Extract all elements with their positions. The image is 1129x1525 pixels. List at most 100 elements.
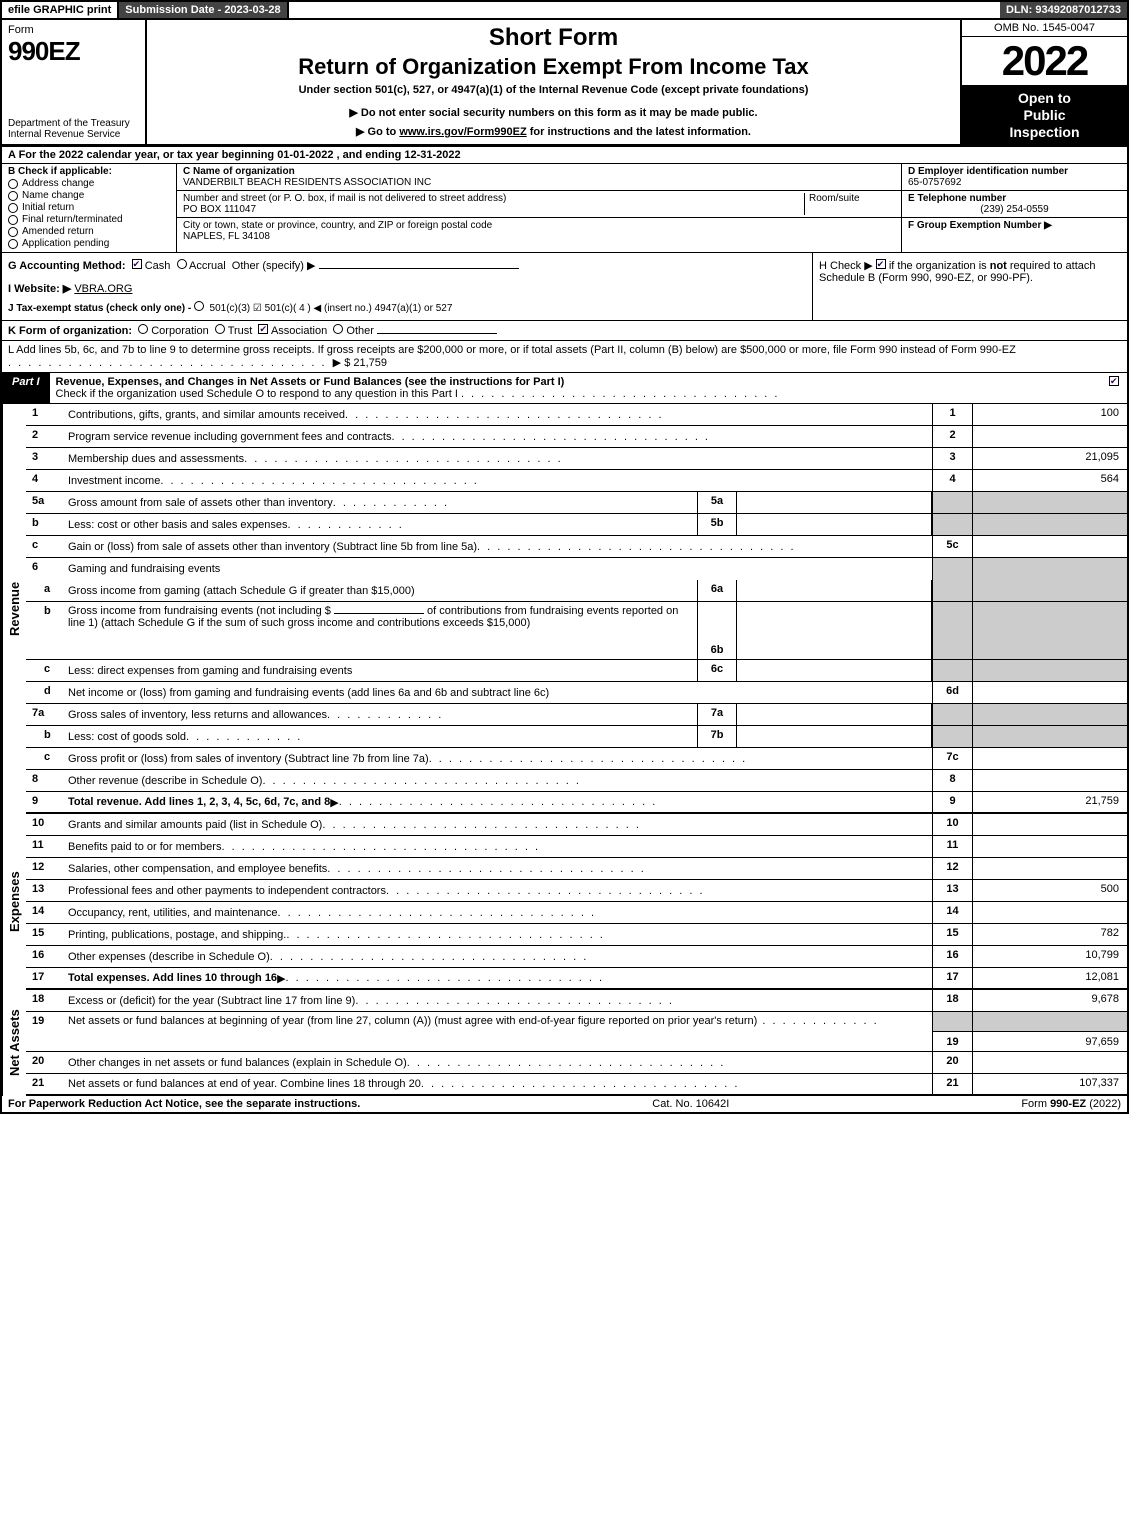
- header-right: OMB No. 1545-0047 2022 Open to Public In…: [962, 20, 1127, 144]
- city-label: City or town, state or province, country…: [183, 220, 895, 231]
- cb-application-pending[interactable]: [8, 239, 18, 249]
- goto-suffix: for instructions and the latest informat…: [527, 126, 751, 138]
- form-number: 990EZ: [8, 36, 139, 67]
- footer-right: Form 990-EZ (2022): [1021, 1098, 1121, 1110]
- g-other-input[interactable]: [319, 268, 519, 269]
- footer-catno: Cat. No. 10642I: [652, 1098, 729, 1110]
- line-14: 14 Occupancy, rent, utilities, and maint…: [26, 902, 1127, 924]
- return-title: Return of Organization Exempt From Incom…: [157, 54, 950, 80]
- goto-prefix: ▶ Go to: [356, 126, 399, 138]
- j-label: J Tax-exempt status (check only one) -: [8, 303, 194, 314]
- d-ein-label: D Employer identification number: [908, 166, 1121, 177]
- footer-left: For Paperwork Reduction Act Notice, see …: [8, 1098, 360, 1110]
- short-form-title: Short Form: [157, 24, 950, 52]
- j-options: 501(c)(3) ☑ 501(c)( 4 ) ◀ (insert no.) 4…: [210, 303, 453, 314]
- k-label: K Form of organization:: [8, 325, 132, 337]
- line-5c: c Gain or (loss) from sale of assets oth…: [26, 536, 1127, 558]
- omb-number: OMB No. 1545-0047: [962, 20, 1127, 37]
- row-k-form-org: K Form of organization: Corporation Trus…: [0, 321, 1129, 341]
- line-17: 17 Total expenses. Add lines 10 through …: [26, 968, 1127, 990]
- cb-schedule-b[interactable]: [876, 259, 886, 269]
- line-7a: 7a Gross sales of inventory, less return…: [26, 704, 1127, 726]
- revenue-section: Revenue 1 Contributions, gifts, grants, …: [0, 404, 1129, 814]
- block-bcdef: B Check if applicable: Address change Na…: [0, 164, 1129, 253]
- cb-accrual[interactable]: [177, 259, 187, 269]
- line-16: 16 Other expenses (describe in Schedule …: [26, 946, 1127, 968]
- line-21: 21 Net assets or fund balances at end of…: [26, 1074, 1127, 1096]
- section-501-text: Under section 501(c), 527, or 4947(a)(1)…: [157, 84, 950, 96]
- irs-label: Internal Revenue Service: [8, 129, 139, 140]
- line-13: 13 Professional fees and other payments …: [26, 880, 1127, 902]
- tax-year: 2022: [962, 37, 1127, 86]
- street-label: Number and street (or P. O. box, if mail…: [183, 193, 800, 204]
- block-gh: G Accounting Method: Cash Accrual Other …: [0, 253, 1129, 321]
- col-c-org-info: C Name of organization VANDERBILT BEACH …: [177, 164, 902, 252]
- part-1-title: Revenue, Expenses, and Changes in Net As…: [50, 373, 1101, 403]
- goto-line: ▶ Go to www.irs.gov/Form990EZ for instru…: [157, 125, 950, 138]
- netassets-vlabel: Net Assets: [2, 990, 26, 1096]
- cb-501c3[interactable]: [194, 301, 204, 311]
- part-1-check: [1101, 373, 1127, 403]
- row-a-tax-year: A For the 2022 calendar year, or tax yea…: [0, 147, 1129, 164]
- dept-treasury: Department of the Treasury: [8, 118, 139, 129]
- line-10: 10 Grants and similar amounts paid (list…: [26, 814, 1127, 836]
- l-amount: ▶ $ 21,759: [333, 357, 387, 369]
- col-b-checkboxes: B Check if applicable: Address change Na…: [2, 164, 177, 252]
- line-8: 8 Other revenue (describe in Schedule O)…: [26, 770, 1127, 792]
- line-6b: b Gross income from fundraising events (…: [26, 602, 1127, 660]
- page-footer: For Paperwork Reduction Act Notice, see …: [0, 1096, 1129, 1114]
- col-def: D Employer identification number 65-0757…: [902, 164, 1127, 252]
- cb-initial-return[interactable]: [8, 203, 18, 213]
- form-header: Form 990EZ Department of the Treasury In…: [0, 18, 1129, 147]
- expenses-vlabel: Expenses: [2, 814, 26, 990]
- top-bar: efile GRAPHIC print Submission Date - 20…: [0, 0, 1129, 18]
- c-label: C Name of organization: [183, 166, 895, 177]
- revenue-vlabel: Revenue: [2, 404, 26, 814]
- dln-number: DLN: 93492087012733: [1000, 2, 1127, 18]
- cb-schedule-o-part1[interactable]: [1109, 376, 1119, 386]
- cb-amended-return[interactable]: [8, 227, 18, 237]
- line-19: 19 Net assets or fund balances at beginn…: [26, 1012, 1127, 1052]
- f-group-label: F Group Exemption Number ▶: [908, 220, 1121, 231]
- line-6a: a Gross income from gaming (attach Sched…: [26, 580, 1127, 602]
- i-label: I Website: ▶: [8, 283, 71, 295]
- b-title: B Check if applicable:: [8, 166, 170, 177]
- part-1-label: Part I: [2, 373, 50, 403]
- expenses-section: Expenses 10 Grants and similar amounts p…: [0, 814, 1129, 990]
- open-public-inspection: Open to Public Inspection: [962, 86, 1127, 144]
- e-tel-label: E Telephone number: [908, 193, 1121, 204]
- cb-name-change[interactable]: [8, 191, 18, 201]
- ssn-warning: ▶ Do not enter social security numbers o…: [157, 106, 950, 119]
- line-5b: b Less: cost or other basis and sales ex…: [26, 514, 1127, 536]
- line-6c: c Less: direct expenses from gaming and …: [26, 660, 1127, 682]
- cb-association[interactable]: [258, 324, 268, 334]
- cb-trust[interactable]: [215, 324, 225, 334]
- k-other-input[interactable]: [377, 333, 497, 334]
- e-tel-value: (239) 254-0559: [908, 204, 1121, 215]
- g-label: G Accounting Method:: [8, 260, 126, 272]
- form-word: Form: [8, 24, 139, 36]
- cb-corporation[interactable]: [138, 324, 148, 334]
- topbar-spacer: [289, 2, 1000, 18]
- line-20: 20 Other changes in net assets or fund b…: [26, 1052, 1127, 1074]
- line-1: 1 Contributions, gifts, grants, and simi…: [26, 404, 1127, 426]
- cb-final-return[interactable]: [8, 215, 18, 225]
- irs-link[interactable]: www.irs.gov/Form990EZ: [399, 126, 526, 138]
- website-value[interactable]: VBRA.ORG: [74, 283, 132, 295]
- efile-label[interactable]: efile GRAPHIC print: [2, 2, 119, 18]
- netassets-section: Net Assets 18 Excess or (deficit) for th…: [0, 990, 1129, 1096]
- line-7b: b Less: cost of goods sold 7b: [26, 726, 1127, 748]
- row-l-gross-receipts: L Add lines 5b, 6c, and 7b to line 9 to …: [0, 341, 1129, 373]
- line-6: 6 Gaming and fundraising events: [26, 558, 1127, 580]
- line-12: 12 Salaries, other compensation, and emp…: [26, 858, 1127, 880]
- 6b-contrib-input[interactable]: [334, 613, 424, 614]
- cb-cash[interactable]: [132, 259, 142, 269]
- cb-other-org[interactable]: [333, 324, 343, 334]
- line-5a: 5a Gross amount from sale of assets othe…: [26, 492, 1127, 514]
- part-1-header: Part I Revenue, Expenses, and Changes in…: [0, 373, 1129, 404]
- line-18: 18 Excess or (deficit) for the year (Sub…: [26, 990, 1127, 1012]
- line-6d: d Net income or (loss) from gaming and f…: [26, 682, 1127, 704]
- col-h-schedule-b: H Check ▶ if the organization is not req…: [812, 253, 1127, 320]
- arrow-icon: [277, 972, 285, 985]
- cb-address-change[interactable]: [8, 179, 18, 189]
